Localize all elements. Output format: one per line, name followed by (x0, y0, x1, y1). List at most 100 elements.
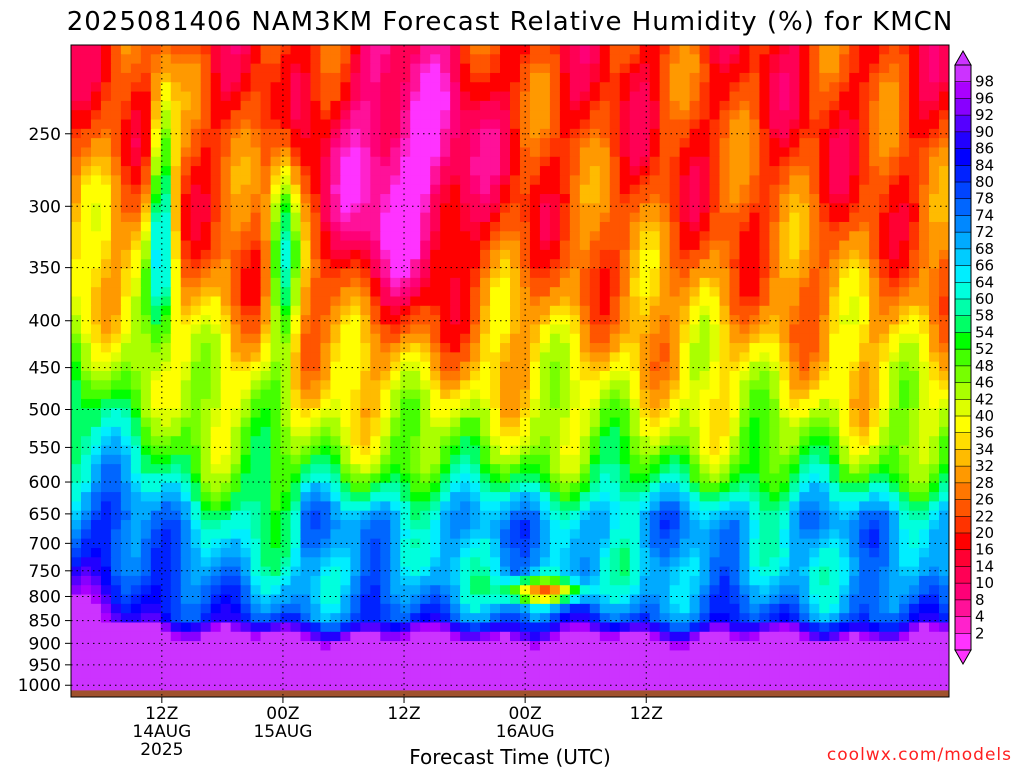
humidity-cell (110, 166, 122, 176)
humidity-cell (490, 501, 501, 512)
humidity-cell (639, 147, 651, 158)
humidity-cell (240, 212, 252, 223)
humidity-cell (310, 45, 322, 55)
humidity-cell (130, 529, 142, 540)
humidity-cell (699, 147, 711, 158)
humidity-cell (420, 249, 431, 260)
humidity-cell (939, 417, 949, 428)
humidity-cell (230, 529, 242, 540)
humidity-cell (380, 445, 391, 456)
humidity-cell (869, 417, 880, 428)
humidity-cell (529, 277, 541, 288)
humidity-cell (599, 203, 611, 214)
humidity-cell (220, 426, 232, 437)
humidity-cell (799, 352, 810, 363)
humidity-cell (789, 194, 800, 204)
humidity-cell (380, 296, 391, 307)
humidity-cell (819, 408, 830, 419)
humidity-cell (430, 240, 441, 251)
humidity-cell (120, 100, 132, 111)
humidity-cell (719, 100, 731, 111)
humidity-cell (699, 100, 711, 111)
humidity-cell (749, 538, 761, 549)
humidity-cell (749, 501, 761, 512)
humidity-cell (390, 529, 401, 540)
humidity-cell (120, 119, 132, 130)
humidity-cell (759, 520, 771, 530)
humidity-cell (869, 296, 880, 307)
humidity-cell (180, 259, 192, 270)
humidity-cell (899, 389, 910, 400)
humidity-cell (340, 100, 351, 111)
humidity-cell (450, 426, 461, 437)
humidity-cell (859, 166, 870, 176)
humidity-cell (759, 221, 771, 232)
humidity-cell (390, 203, 401, 214)
humidity-cell (859, 212, 870, 223)
humidity-cell (819, 380, 830, 391)
humidity-cell (320, 287, 332, 298)
humidity-cell (300, 82, 312, 93)
humidity-cell (100, 566, 112, 577)
humidity-cell (589, 538, 601, 549)
humidity-cell (220, 315, 232, 326)
humidity-cell (619, 398, 631, 409)
humidity-cell (779, 184, 790, 195)
humidity-cell (220, 203, 232, 214)
humidity-cell (200, 389, 212, 400)
humidity-cell (340, 175, 351, 186)
humidity-cell (210, 445, 222, 456)
humidity-cell (689, 212, 701, 223)
humidity-cell (929, 371, 940, 381)
humidity-cell (549, 305, 561, 316)
humidity-cell (689, 389, 701, 400)
humidity-cell (579, 268, 591, 279)
humidity-cell (420, 166, 431, 176)
humidity-cell (150, 464, 162, 475)
humidity-cell (789, 380, 800, 391)
humidity-cell (929, 464, 940, 475)
humidity-cell (320, 315, 332, 326)
humidity-cell (200, 119, 212, 130)
humidity-cell (739, 156, 751, 167)
humidity-cell (779, 305, 790, 316)
humidity-cell (270, 296, 282, 307)
humidity-cell (809, 473, 820, 484)
humidity-cell (559, 184, 571, 195)
humidity-cell (779, 389, 790, 400)
humidity-cell (929, 315, 940, 326)
humidity-cell (879, 557, 890, 568)
humidity-cell (280, 417, 292, 428)
humidity-cell (629, 45, 641, 55)
humidity-cell (180, 547, 192, 558)
humidity-cell (649, 221, 661, 232)
humidity-cell (190, 240, 202, 251)
humidity-cell (440, 82, 451, 93)
humidity-cell (260, 352, 272, 363)
humidity-cell (589, 547, 601, 558)
humidity-cell (440, 287, 451, 298)
humidity-cell (609, 249, 621, 260)
humidity-cell (130, 389, 142, 400)
humidity-cell (879, 547, 890, 558)
humidity-cell (549, 175, 561, 186)
humidity-cell (539, 510, 551, 521)
humidity-cell (689, 63, 701, 74)
humidity-cell (599, 408, 611, 419)
humidity-cell (260, 454, 272, 465)
humidity-cell (929, 231, 940, 242)
humidity-cell (859, 547, 870, 558)
humidity-cell (669, 91, 681, 102)
humidity-cell (200, 398, 212, 409)
humidity-cell (649, 259, 661, 270)
humidity-cell (340, 426, 351, 437)
humidity-cell (829, 380, 840, 391)
humidity-cell (470, 557, 481, 568)
humidity-cell (649, 138, 661, 149)
humidity-cell (260, 501, 272, 512)
humidity-cell (490, 333, 501, 344)
humidity-cell (539, 277, 551, 288)
humidity-cell (180, 557, 192, 568)
humidity-cell (350, 510, 361, 521)
humidity-cell (500, 249, 511, 260)
